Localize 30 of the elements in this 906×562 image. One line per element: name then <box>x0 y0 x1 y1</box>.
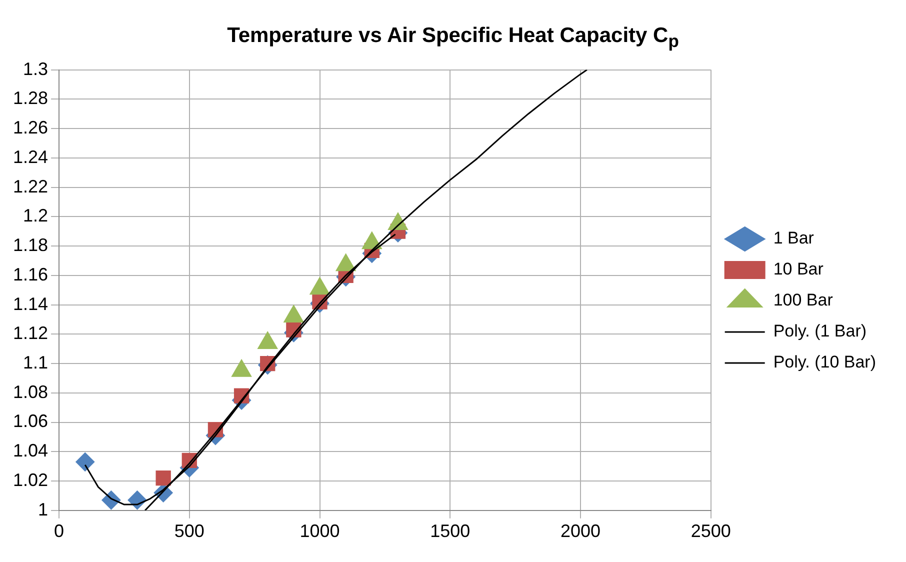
x-tick-label: 500 <box>174 521 204 542</box>
point <box>76 452 95 472</box>
legend-label: 10 Bar <box>773 260 824 279</box>
y-tick-label: 1.18 <box>12 235 48 256</box>
legend-label: 1 Bar <box>773 228 814 248</box>
y-tick-label: 1.26 <box>12 118 48 138</box>
y-tick-label: 1.28 <box>12 88 48 108</box>
y-tick-label: 1.04 <box>12 440 48 461</box>
x-tick-label: 1500 <box>430 521 470 542</box>
legend-label: Poly. (1 Bar) <box>773 322 867 341</box>
y-tick-label: 1.2 <box>23 206 48 226</box>
y-tick-label: 1 <box>38 499 48 520</box>
y-tick-label: 1.12 <box>12 323 48 344</box>
legend-label: Poly. (10 Bar) <box>773 352 876 372</box>
x-tick-label: 0 <box>54 521 64 542</box>
point <box>156 470 171 486</box>
y-tick-label: 1.22 <box>12 176 48 196</box>
y-tick-label: 1.14 <box>12 294 48 314</box>
y-tick-label: 1.16 <box>12 264 48 284</box>
legend-label: 100 Bar <box>773 290 834 310</box>
chart-title: Temperature vs Air Specific Heat Capacity C$_{p}$ <box>226 24 680 52</box>
y-tick-label: 1.24 <box>12 146 48 167</box>
y-tick-label: 1.02 <box>12 470 48 490</box>
y-tick-label: 1.08 <box>12 382 48 402</box>
x-tick-label: 1000 <box>300 521 340 542</box>
y-tick-label: 1.3 <box>23 58 48 79</box>
x-tick-label: 2000 <box>560 521 600 542</box>
y-tick-label: 1.1 <box>23 352 48 372</box>
x-tick-label: 2500 <box>690 521 731 542</box>
y-tick-label: 1.06 <box>12 411 48 432</box>
